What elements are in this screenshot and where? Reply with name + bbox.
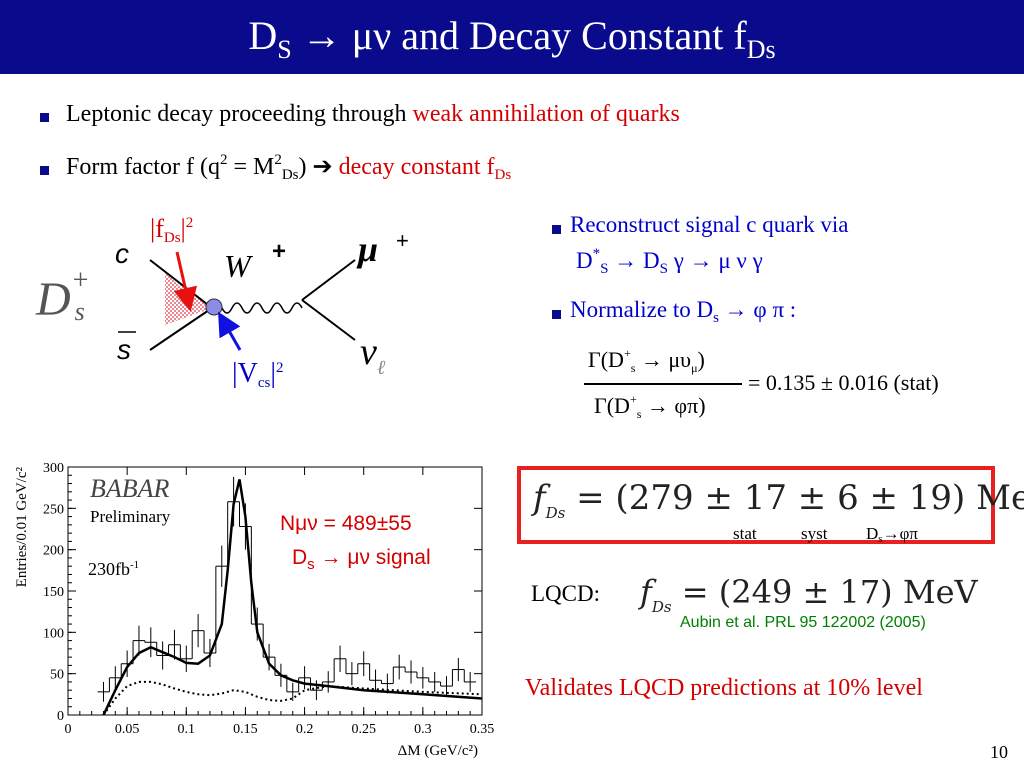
y-axis-label: Entries/0.01 GeV/c²	[14, 467, 30, 588]
x-tick-label: 0.3	[414, 722, 432, 737]
nu-label: νℓ	[360, 331, 386, 379]
page-number: 10	[990, 742, 1008, 762]
ratio-result: = 0.135 ± 0.016 (stat)	[748, 370, 939, 395]
slide-title: DS → μν and Decay Constant fDs	[248, 13, 776, 64]
luminosity-label: 230fb-1	[88, 559, 140, 579]
bullet-square	[552, 225, 561, 234]
bullet-normalize: Normalize to Ds → φ π :	[570, 297, 797, 326]
y-tick-label: 50	[50, 668, 64, 683]
mu-label: μ	[358, 229, 379, 269]
w-boson-line	[211, 302, 303, 314]
c-quark-label: c	[115, 238, 129, 269]
y-tick-label: 100	[43, 626, 64, 641]
signal-yield: Nμν = 489±55	[280, 512, 412, 535]
mu-charge: +	[396, 228, 409, 253]
title-bar	[0, 0, 1024, 74]
x-tick-label: 0.1	[178, 722, 196, 737]
x-tick-label: 0.05	[115, 722, 140, 737]
stat-label: stat	[733, 524, 757, 543]
w-charge: +	[272, 238, 287, 265]
s-quark-line	[149, 307, 213, 351]
feynman-diagram	[118, 251, 356, 351]
lqcd-label: LQCD:	[531, 581, 600, 606]
bullet-square	[40, 166, 49, 175]
x-axis-label: ΔM (GeV/c²)	[398, 743, 478, 759]
vcs-arrow	[218, 311, 242, 351]
x-tick-label: 0.35	[470, 722, 495, 737]
result-box	[517, 466, 995, 544]
bullet-leptonic: Leptonic decay proceeding through weak a…	[66, 101, 680, 127]
fds-squared-label: |fDs|2	[150, 214, 194, 246]
lqcd-value: fDs = (249 ± 17) MeV	[640, 573, 978, 616]
w-label: W	[224, 248, 251, 284]
y-tick-label: 0	[57, 709, 64, 724]
c-quark-line	[149, 259, 213, 309]
lqcd-reference: Aubin et al. PRL 95 122002 (2005)	[680, 614, 926, 631]
x-tick-label: 0.15	[233, 722, 258, 737]
neutrino-line	[301, 299, 356, 341]
ratio-numerator: Γ(D+s → μυμ)	[588, 346, 705, 375]
fds-result: fDs = (279 ± 17 ± 6 ± 19) MeV	[533, 478, 1024, 522]
decay-chain: D*S → DS γ → μ ν γ	[576, 246, 763, 277]
vertex-circle	[205, 298, 223, 316]
signal-label: Ds → μν signal	[292, 546, 431, 573]
syst-label: syst	[801, 524, 828, 543]
y-tick-label: 200	[43, 544, 64, 559]
x-tick-label: 0	[65, 722, 72, 737]
s-quark-label: s	[117, 334, 131, 365]
delta-m-plot: 0 0.05 0.1 0.15 0.2 0.25 0.3 0.35 0 50 100 150 200 25…	[14, 461, 495, 759]
x-tick-label: 0.2	[296, 722, 314, 737]
vcs-squared-label: |Vcs|2	[232, 358, 284, 391]
ratio-denominator: Γ(D+s → φπ)	[594, 392, 706, 421]
y-tick-label: 250	[43, 502, 64, 517]
background-curve	[102, 680, 483, 716]
fds-arrow	[173, 251, 198, 312]
babar-logo: BABAR	[90, 474, 170, 503]
y-tick-label: 150	[43, 585, 64, 600]
bullet-reconstruct: Reconstruct signal c quark via	[570, 212, 849, 237]
bullet-square	[40, 113, 49, 122]
fraction-bar	[584, 383, 742, 385]
fit-curve	[102, 479, 483, 716]
ds-meson-label: D + s	[36, 265, 89, 326]
y-tick-label: 300	[43, 461, 64, 476]
x-tick-label: 0.25	[351, 722, 376, 737]
validates-statement: Validates LQCD predictions at 10% level	[525, 675, 923, 701]
preliminary-label: Preliminary	[90, 507, 171, 526]
bullet-form-factor: Form factor f (q2 = M2Ds) ➔ decay consta…	[66, 152, 512, 183]
ds-phipi-label: Ds→φπ	[866, 524, 918, 545]
bullet-square	[552, 310, 561, 319]
muon-line	[301, 259, 356, 301]
